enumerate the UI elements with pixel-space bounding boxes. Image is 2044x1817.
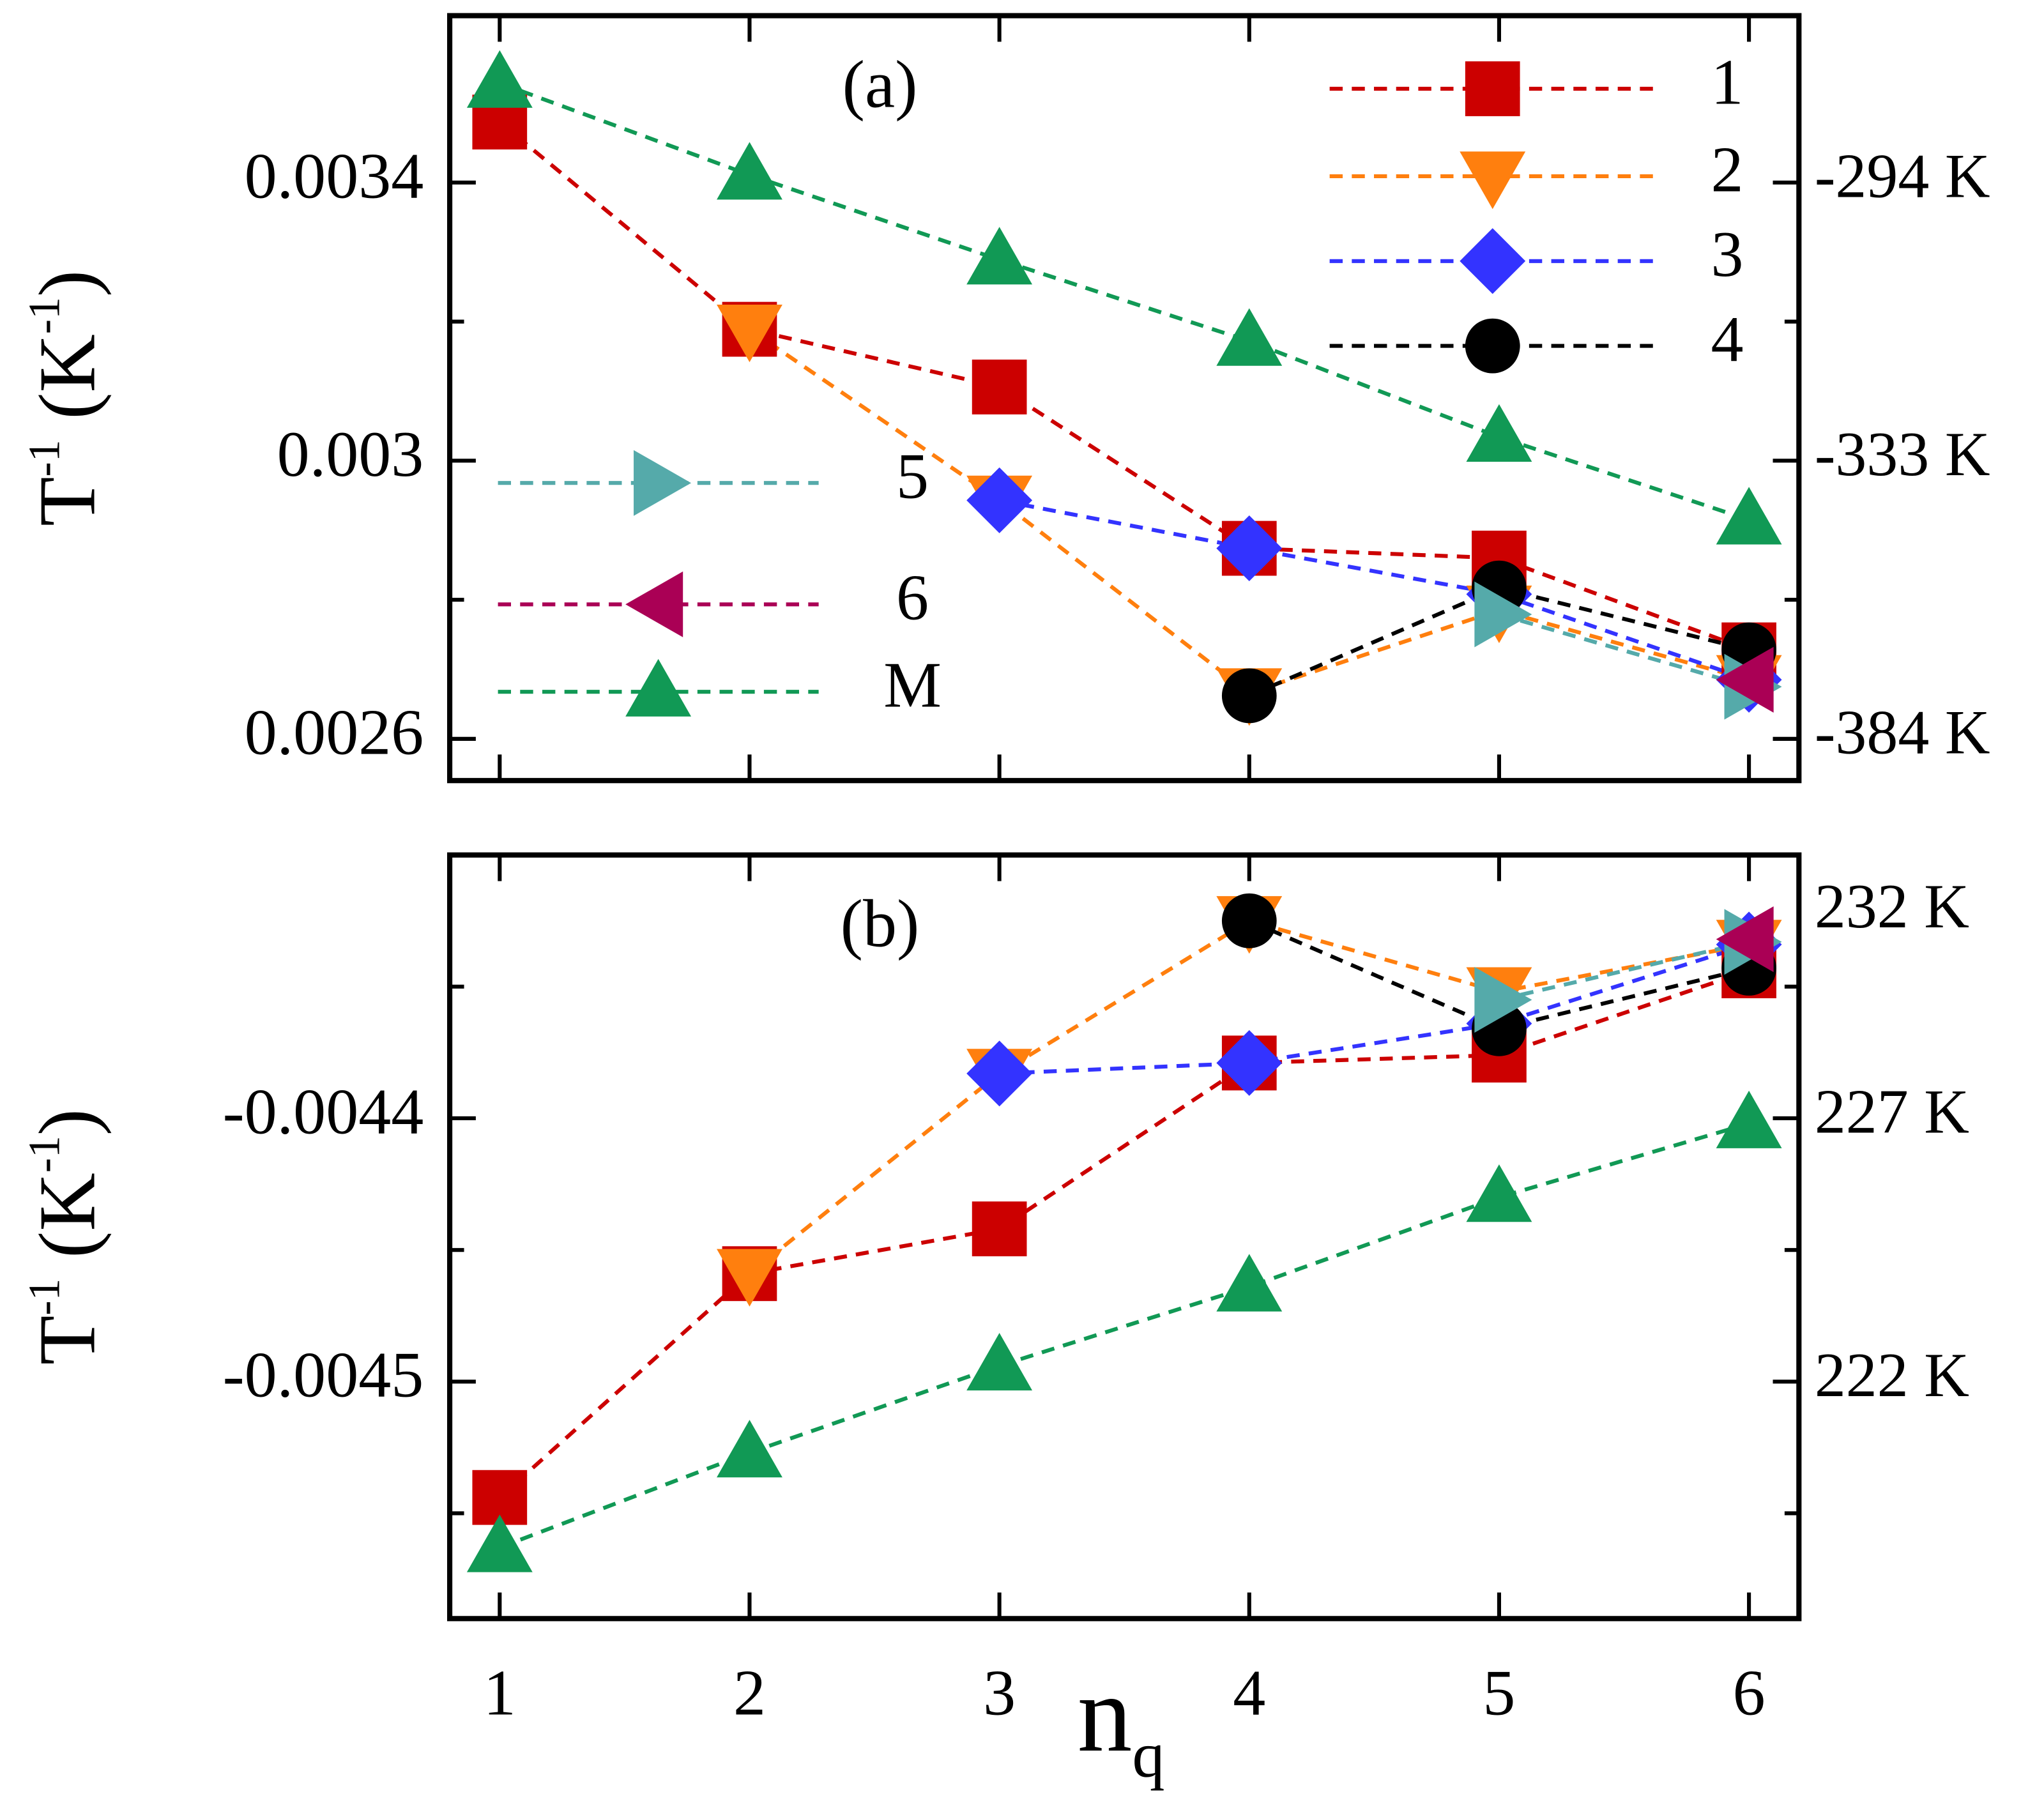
y2-tick-label: 227 K <box>1815 1077 1969 1146</box>
y-tick-label: 0.0026 <box>245 696 424 768</box>
x-axis-label-script: q <box>1132 1720 1164 1792</box>
y-axis-label-script: -1 <box>20 297 69 334</box>
legend-label: 6 <box>896 562 929 634</box>
legend-marker <box>1465 318 1520 374</box>
x-tick-label: 6 <box>1733 1657 1766 1729</box>
marker <box>717 1249 782 1307</box>
y-axis-label: T-1 (K-1) <box>20 1109 112 1365</box>
y-axis-label-part: ) <box>22 270 112 297</box>
x-tick-label: 3 <box>983 1657 1016 1729</box>
legend-marker <box>634 450 692 516</box>
x-tick-label: 5 <box>1483 1657 1515 1729</box>
series-line <box>498 120 1750 652</box>
y-axis-label-part: (K <box>22 1173 112 1278</box>
marker <box>1474 966 1532 1033</box>
series-line <box>999 942 1750 1076</box>
legend-label: M <box>883 650 942 722</box>
marker <box>717 304 782 363</box>
series-line <box>748 328 1750 696</box>
x-tick-label: 1 <box>484 1657 516 1729</box>
legend-label: 2 <box>1711 133 1744 206</box>
y-axis-label-part: T <box>22 1316 112 1365</box>
marker <box>966 1333 1033 1391</box>
legend-label: 3 <box>1711 218 1744 291</box>
legend-label: 5 <box>896 441 929 513</box>
marker <box>1216 308 1283 366</box>
y-tick-label: 0.0034 <box>245 140 424 212</box>
x-axis-label: nq <box>1078 1654 1165 1791</box>
marker <box>1216 1030 1283 1096</box>
legend-marker <box>1460 151 1526 209</box>
series-line <box>999 498 1750 682</box>
y-tick-label: -0.0044 <box>223 1076 424 1148</box>
series-line <box>748 918 1750 1275</box>
marker <box>1216 1254 1283 1312</box>
legend-marker <box>1465 61 1520 116</box>
plot-frame <box>447 13 1802 784</box>
y2-tick-label: -384 K <box>1815 698 1990 767</box>
x-tick-label: 4 <box>1233 1657 1265 1729</box>
marker <box>717 142 782 200</box>
panel-label: (a) <box>843 46 918 121</box>
legend-label: 1 <box>1711 46 1744 118</box>
series-line <box>498 969 1750 1499</box>
legend-marker <box>625 658 692 717</box>
y-tick-label: 0.003 <box>277 418 424 490</box>
y-axis-label-part: ) <box>22 1109 112 1136</box>
series-line <box>499 1121 1750 1549</box>
marker <box>1221 893 1277 948</box>
series-line <box>499 81 1750 522</box>
marker <box>1466 1164 1532 1222</box>
marker <box>717 1420 782 1478</box>
marker <box>966 227 1033 285</box>
panel-label: (b) <box>841 886 920 961</box>
y2-tick-label: 232 K <box>1815 872 1969 941</box>
legend-marker <box>625 571 683 637</box>
marker <box>1221 668 1277 724</box>
marker <box>972 360 1027 414</box>
marker <box>466 1514 533 1572</box>
y-axis-label-script: -1 <box>20 439 69 476</box>
marker <box>1716 1090 1782 1148</box>
plot-frame <box>447 852 1802 1622</box>
legend-label: 4 <box>1711 303 1744 376</box>
marker <box>966 1040 1033 1107</box>
marker <box>972 1201 1027 1257</box>
marker <box>1716 487 1782 545</box>
series-line <box>1499 612 1750 689</box>
marker <box>1716 906 1774 973</box>
y2-tick-label: -294 K <box>1815 142 1990 211</box>
y-axis-label-script: -1 <box>20 1279 69 1316</box>
y-axis-label: T-1 (K-1) <box>20 270 112 526</box>
y2-tick-label: -333 K <box>1815 420 1990 489</box>
marker <box>466 50 533 108</box>
y-axis-label-part: T <box>22 476 112 526</box>
y-tick-label: -0.0045 <box>223 1339 424 1411</box>
marker <box>1474 581 1532 648</box>
marker <box>1716 646 1774 713</box>
y-axis-label-part: (K <box>22 334 112 439</box>
x-axis-label-part: n <box>1078 1654 1133 1775</box>
y2-tick-label: 222 K <box>1815 1341 1969 1410</box>
x-tick-label: 2 <box>733 1657 766 1729</box>
y-axis-label-script: -1 <box>20 1136 69 1173</box>
legend-marker <box>1460 228 1526 294</box>
marker <box>1466 404 1532 462</box>
